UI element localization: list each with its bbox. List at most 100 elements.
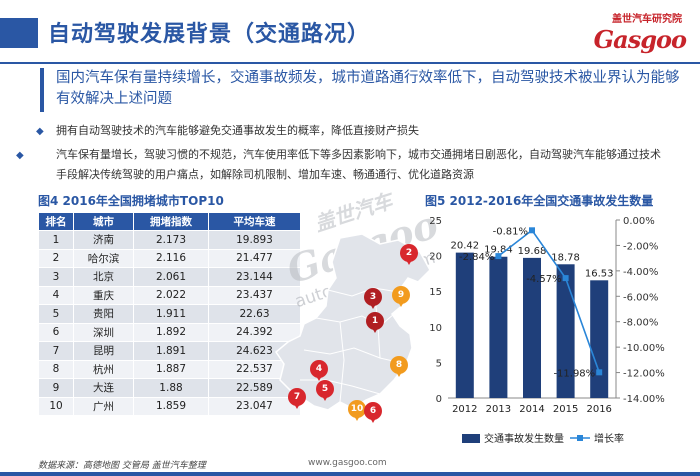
legend-line-label: 增长率: [594, 432, 624, 445]
growth-value-label: -0.81%: [493, 226, 528, 237]
rank-cell: 5: [38, 304, 74, 324]
city-cell: 贵阳: [73, 304, 134, 324]
page-title: 自动驾驶发展背景（交通路况）: [48, 22, 371, 47]
index-cell: 1.891: [133, 341, 209, 361]
city-cell: 深圳: [73, 322, 134, 342]
x-tick-label: 2016: [586, 404, 611, 415]
table-header-row: 排名 城市 拥堵指数 平均车速: [38, 212, 301, 231]
city-cell: 昆明: [73, 341, 134, 361]
speed-cell: 23.047: [208, 396, 301, 416]
index-cell: 2.022: [133, 285, 209, 305]
legend-bar-swatch: [462, 434, 480, 443]
col-header-rank: 排名: [38, 212, 74, 231]
y-tick-label: 20: [429, 252, 442, 263]
rank-cell: 8: [38, 359, 74, 379]
index-cell: 1.892: [133, 322, 209, 342]
col-header-index: 拥堵指数: [133, 212, 209, 231]
col-header-city: 城市: [73, 212, 134, 231]
growth-point-2014: [529, 227, 535, 234]
bar-2016: [590, 280, 609, 398]
bottom-bar: [0, 472, 700, 476]
city-cell: 济南: [73, 230, 134, 250]
chart-title: 图5 2012-2016年全国交通事故发生数量: [425, 194, 654, 208]
x-tick-label: 2013: [486, 404, 511, 415]
table-title: 图4 2016年全国拥堵城市TOP10: [38, 194, 224, 208]
table-row: 6 深圳 1.892 24.392: [38, 322, 301, 342]
y-tick-label: 5: [436, 358, 442, 369]
y-tick-label: 0: [436, 394, 442, 405]
congestion-table: 排名 城市 拥堵指数 平均车速 1 济南 2.173 19.893 2 哈尔滨 2.116 2…: [38, 212, 301, 416]
y-tick-label: 10: [429, 323, 442, 334]
growth-value-label: -11.98%: [553, 368, 595, 379]
bullet-2-text: 汽车保有量增长，驾驶习惯的不规范，汽车使用率低下等多因素影响下，城市交通拥堵日剧…: [56, 148, 661, 181]
speed-cell: 22.63: [208, 304, 301, 324]
rank-cell: 4: [38, 285, 74, 305]
y-tick-label: 15: [429, 287, 442, 298]
table-row: 4 重庆 2.022 23.437: [38, 285, 301, 305]
y2-tick-label: -8.00%: [623, 318, 658, 329]
bullet-1: ◆ 拥有自动驾驶技术的汽车能够避免交通事故发生的概率，降低直接财产损失: [36, 121, 676, 141]
y2-tick-label: 0.00%: [623, 216, 655, 227]
table-row: 7 昆明 1.891 24.623: [38, 341, 301, 361]
diamond-bullet-icon: ◆: [16, 150, 24, 161]
bar-value-label: 19.68: [518, 246, 547, 257]
accident-chart: 0 5 10 15 20 25 0.00% -2.00% -4.00% -6.00% -8.00% -…: [429, 216, 665, 445]
table-row: 8 杭州 1.887 22.537: [38, 359, 301, 379]
growth-point-2015: [562, 275, 569, 282]
x-tick-label: 2014: [519, 404, 544, 415]
col-header-speed: 平均车速: [208, 212, 301, 231]
x-tick-label: 2012: [452, 404, 477, 415]
x-tick-label: 2015: [553, 404, 578, 415]
map-pin-10: 10: [348, 400, 366, 421]
table-row: 2 哈尔滨 2.116 21.477: [38, 248, 301, 268]
city-cell: 哈尔滨: [73, 248, 134, 268]
index-cell: 2.173: [133, 230, 209, 250]
map-pin-1: 1: [366, 312, 384, 333]
y2-tick-label: -6.00%: [623, 292, 658, 303]
table-row: 3 北京 2.061 23.144: [38, 267, 301, 287]
map-pin-9: 9: [392, 286, 410, 307]
index-cell: 1.911: [133, 304, 209, 324]
logo-en-text: Gasgoo: [593, 25, 687, 54]
index-cell: 1.887: [133, 359, 209, 379]
growth-point-2013: [495, 253, 502, 260]
legend-line-marker: [577, 435, 583, 441]
speed-cell: 19.893: [208, 230, 301, 250]
map-pin-2: 2: [400, 244, 418, 265]
legend-bar-label: 交通事故发生数量: [484, 432, 564, 445]
city-cell: 大连: [73, 378, 134, 398]
map-pin-7: 7: [288, 388, 306, 409]
bar-2012: [455, 252, 474, 398]
rank-cell: 9: [38, 378, 74, 398]
y2-tick-label: -12.00%: [623, 369, 665, 380]
table-row: 10 广州 1.859 23.047: [38, 396, 301, 416]
map-pin-5: 5: [316, 380, 334, 401]
growth-value-label: -4.57%: [526, 274, 561, 285]
y2-tick-label: -10.00%: [623, 343, 665, 354]
bar-value-label: 18.78: [551, 252, 580, 263]
speed-cell: 22.537: [208, 359, 301, 379]
rank-cell: 6: [38, 322, 74, 342]
y2-tick-label: -2.00%: [623, 241, 658, 252]
map-pin-6: 6: [364, 402, 382, 423]
city-cell: 重庆: [73, 285, 134, 305]
index-cell: 1.859: [133, 396, 209, 416]
map-pin-4: 4: [310, 360, 328, 381]
table-row: 9 大连 1.88 22.589: [38, 378, 301, 398]
growth-rate-line: [497, 229, 600, 373]
y2-tick-label: -14.00%: [623, 394, 665, 405]
china-map: 2 3 9 1 8 4 5 7 10 6: [270, 230, 435, 434]
growth-value-label: -2.84%: [459, 252, 494, 263]
headline: 国内汽车保有量持续增长，交通事故频发，城市道路通行效率低下，自动驾驶技术被业界认…: [40, 68, 680, 112]
city-cell: 广州: [73, 396, 134, 416]
bar-2013: [489, 256, 508, 398]
rank-cell: 10: [38, 396, 74, 416]
table-row: 5 贵阳 1.911 22.63: [38, 304, 301, 324]
index-cell: 1.88: [133, 378, 209, 398]
bar-value-label: 16.53: [585, 268, 614, 279]
speed-cell: 24.392: [208, 322, 301, 342]
bullet-2: ◆ 汽车保有量增长，驾驶习惯的不规范，汽车使用率低下等多因素影响下，城市交通拥堵日…: [16, 145, 666, 184]
speed-cell: 21.477: [208, 248, 301, 268]
y-tick-label: 25: [429, 216, 442, 227]
map-pin-8: 8: [390, 356, 408, 377]
